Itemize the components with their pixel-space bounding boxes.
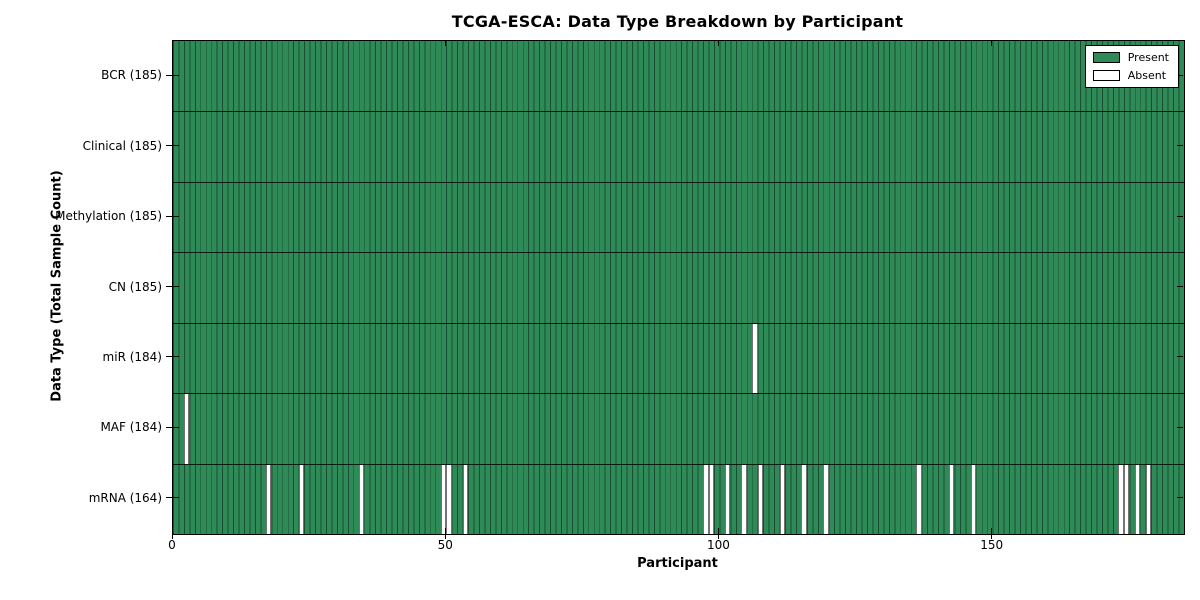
row-mRNA	[173, 463, 1184, 534]
row-Clinical	[173, 111, 1184, 182]
absent-bar-mRNA-34	[358, 464, 365, 534]
absent-bar-mRNA-146	[970, 464, 977, 534]
absent-bar-mRNA-142	[949, 464, 955, 534]
ytick-left-Clinical	[166, 145, 179, 147]
ytick-label-mRNA: mRNA (164)	[88, 490, 162, 505]
ytick-label-miR: miR (184)	[102, 349, 162, 364]
ytick-right-CN	[1177, 286, 1183, 287]
xtick-bottom-50	[444, 528, 446, 539]
absent-bar-mRNA-176	[1134, 464, 1141, 534]
xtick-label-50: 50	[437, 538, 453, 552]
xtick-bottom-150	[991, 528, 993, 539]
ytick-label-Methylation: Methylation (185)	[55, 209, 162, 224]
xtick-top-50	[444, 40, 446, 46]
absent-bar-MAF-2	[183, 394, 190, 464]
x-axis-label: Participant	[637, 556, 718, 571]
ytick-left-BCR	[166, 74, 179, 76]
ytick-left-miR	[166, 356, 179, 358]
xtick-top-100	[717, 40, 719, 46]
ytick-left-Methylation	[166, 215, 179, 217]
row-BCR	[173, 41, 1184, 112]
xtick-top-0	[171, 40, 173, 46]
legend-label-present: Present	[1127, 51, 1169, 64]
ytick-label-Clinical: Clinical (185)	[82, 138, 162, 153]
xtick-label-100: 100	[707, 538, 730, 552]
absent-bar-mRNA-104	[741, 464, 747, 534]
absent-bar-miR-106	[752, 323, 758, 394]
absent-bar-mRNA-101	[724, 464, 731, 534]
absent-bar-mRNA-50	[446, 464, 452, 534]
xtick-label-0: 0	[168, 538, 176, 552]
legend-label-absent: Absent	[1127, 69, 1167, 82]
absent-bar-mRNA-115	[801, 464, 807, 534]
ytick-right-MAF	[1177, 426, 1183, 428]
legend-swatch-absent-icon	[1092, 70, 1120, 81]
xtick-bottom-100	[717, 528, 719, 539]
ytick-label-MAF: MAF (184)	[100, 420, 162, 435]
row-Methylation	[173, 181, 1184, 253]
ytick-right-Clinical	[1177, 145, 1183, 147]
absent-bar-mRNA-17	[265, 464, 272, 534]
xtick-bottom-0	[171, 528, 173, 539]
legend-entry-absent: Absent	[1092, 69, 1169, 82]
chart-title: TCGA-ESCA: Data Type Breakdown by Partic…	[451, 12, 904, 31]
absent-bar-mRNA-53	[462, 464, 469, 534]
row-MAF	[173, 393, 1184, 464]
absent-bar-mRNA-23	[298, 464, 305, 534]
absent-bar-mRNA-119	[823, 464, 829, 534]
absent-bar-mRNA-111	[779, 464, 786, 534]
ytick-left-CN	[166, 286, 179, 287]
ytick-right-mRNA	[1177, 497, 1183, 499]
ytick-left-mRNA	[166, 497, 179, 499]
legend: Present Absent	[1084, 45, 1179, 88]
xtick-label-150: 150	[980, 538, 1004, 552]
ytick-label-CN: CN (185)	[108, 279, 162, 294]
absent-bar-mRNA-97	[703, 464, 709, 534]
row-miR	[173, 322, 1184, 394]
absent-bar-mRNA-136	[916, 464, 922, 534]
plot-area	[172, 40, 1185, 535]
ytick-label-BCR: BCR (185)	[101, 68, 162, 83]
absent-bar-mRNA-98	[708, 464, 714, 534]
legend-swatch-present-icon	[1092, 52, 1120, 63]
absent-bar-mRNA-107	[757, 464, 764, 534]
absent-bar-mRNA-178	[1145, 464, 1152, 534]
row-CN	[173, 252, 1184, 323]
absent-bar-mRNA-173	[1118, 464, 1124, 534]
legend-entry-present: Present	[1092, 51, 1169, 64]
ytick-right-miR	[1177, 356, 1183, 358]
ytick-left-MAF	[166, 426, 179, 428]
ytick-right-Methylation	[1177, 215, 1183, 217]
absent-bar-mRNA-174	[1123, 464, 1130, 534]
xtick-top-150	[991, 40, 993, 46]
ytick-right-BCR	[1177, 74, 1183, 76]
absent-bar-mRNA-49	[440, 464, 447, 534]
